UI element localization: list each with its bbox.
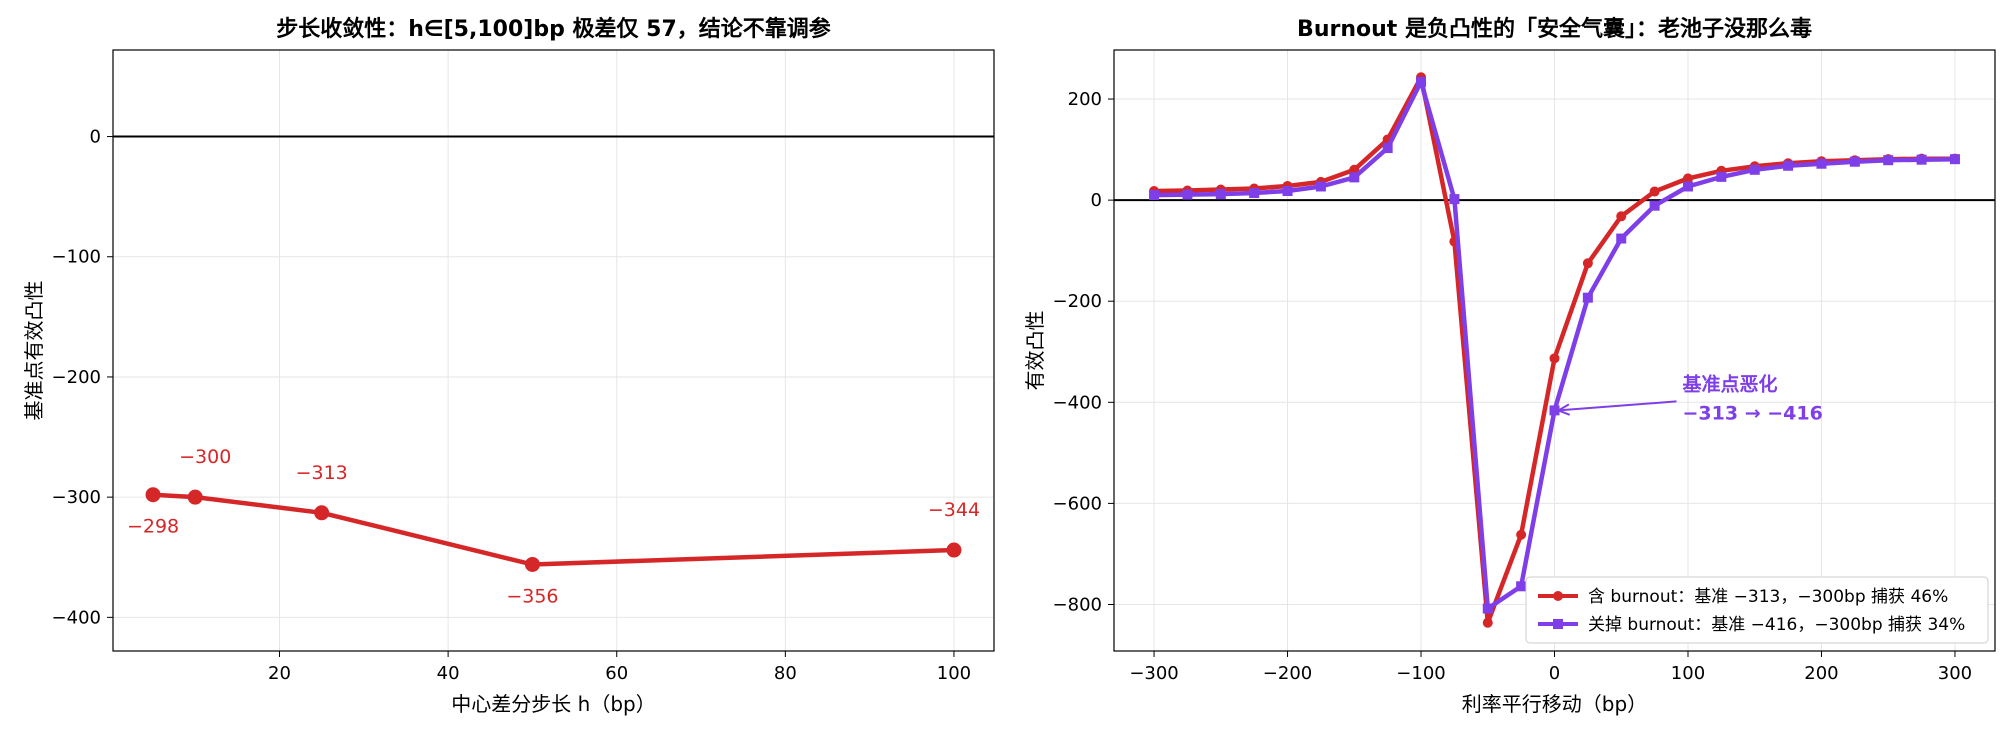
y-axis-ticks: 0 −100 −200 −300 −400	[52, 127, 113, 628]
data-point	[1215, 189, 1226, 200]
y-tick-label: −600	[1053, 493, 1102, 514]
data-point	[1416, 76, 1427, 87]
x-tick-label: −100	[1396, 663, 1445, 684]
data-point	[1382, 143, 1393, 154]
x-tick-label: 100	[1671, 663, 1705, 684]
data-point	[1783, 160, 1794, 171]
data-point	[1649, 186, 1660, 197]
y-axis-ticks: 200 0 −200 −400 −600 −800	[1053, 89, 1114, 615]
data-point	[1549, 353, 1560, 364]
x-axis-label: 利率平行移动（bp）	[1462, 692, 1647, 716]
y-tick-label: −300	[52, 487, 101, 508]
annotation: 基准点恶化 −313 → −416	[1556, 372, 1823, 424]
data-point	[1582, 258, 1593, 269]
data-label: −298	[127, 516, 179, 538]
annotation-line-1: 基准点恶化	[1682, 372, 1778, 395]
data-label: −356	[506, 585, 558, 607]
y-tick-label: 200	[1068, 89, 1102, 110]
y-axis-label: 有效凸性	[1023, 311, 1047, 391]
data-point	[187, 489, 203, 505]
annotation-line-2: −313 → −416	[1683, 402, 1823, 424]
data-point	[1449, 194, 1460, 205]
data-point	[145, 487, 161, 503]
legend-label: 含 burnout：基准 −313，−300bp 捕获 46%	[1588, 587, 1948, 607]
y-axis-label: 基准点有效凸性	[22, 281, 46, 421]
legend-swatch	[1538, 619, 1578, 629]
legend-item-with-burnout: 含 burnout：基准 −313，−300bp 捕获 46%	[1538, 587, 1948, 607]
convergence-chart: −298 −300 −313 −356 −344 20 40 60 80 100 0 −100 −2…	[22, 16, 995, 716]
data-point	[1649, 200, 1660, 211]
data-point	[1182, 189, 1193, 200]
x-tick-label: 0	[1549, 663, 1560, 684]
data-label: −300	[179, 446, 231, 468]
annotation-arrow	[1558, 400, 1677, 412]
data-point	[1516, 581, 1527, 592]
legend-swatch-marker	[1553, 619, 1563, 629]
data-point	[1682, 181, 1693, 192]
data-point	[314, 505, 330, 521]
x-tick-label: 300	[1938, 663, 1972, 684]
chart-title: 步长收敛性：h∈[5,100]bp 极差仅 57，结论不靠调参	[276, 16, 831, 42]
y-tick-label: −200	[1053, 291, 1102, 312]
data-point	[1149, 190, 1160, 201]
x-tick-label: 100	[937, 663, 971, 684]
data-point	[1616, 211, 1627, 222]
x-tick-label: 60	[605, 663, 628, 684]
data-point	[1616, 233, 1627, 244]
data-point	[1549, 405, 1560, 416]
legend-item-without-burnout: 关掉 burnout：基准 −416，−300bp 捕获 34%	[1538, 615, 1965, 635]
legend-swatch	[1538, 591, 1578, 601]
data-point	[1315, 181, 1326, 192]
chart-title: Burnout 是负凸性的「安全气囊」：老池子没那么毒	[1297, 16, 1812, 42]
axes-frame	[112, 49, 995, 652]
y-tick-label: −400	[52, 607, 101, 628]
data-point	[1482, 617, 1493, 628]
data-point	[1883, 155, 1894, 166]
legend-label: 关掉 burnout：基准 −416，−300bp 捕获 34%	[1588, 615, 1965, 635]
x-tick-label: 200	[1804, 663, 1838, 684]
data-point	[1516, 529, 1527, 540]
y-tick-label: 0	[1091, 190, 1102, 211]
plot-area: −298 −300 −313 −356 −344	[127, 446, 980, 607]
data-point	[1582, 292, 1593, 303]
x-tick-label: 20	[268, 663, 291, 684]
data-point	[1916, 154, 1927, 165]
y-tick-label: −400	[1053, 392, 1102, 413]
x-tick-label: 80	[774, 663, 797, 684]
data-point	[1816, 158, 1827, 169]
data-point	[1716, 171, 1727, 182]
x-axis-ticks: 20 40 60 80 100	[268, 651, 971, 684]
data-point	[1282, 186, 1293, 197]
x-axis-ticks: −300 −200 −100 0 100 200 300	[1129, 651, 1972, 684]
data-point	[524, 556, 540, 572]
data-point	[1849, 156, 1860, 167]
data-point	[1749, 164, 1760, 175]
y-tick-label: −200	[52, 367, 101, 388]
x-tick-label: −300	[1129, 663, 1178, 684]
burnout-chart: −300 −200 −100 0 100 200 300 200 0 −200 −400 −600 −…	[1023, 16, 1996, 716]
x-tick-label: 40	[437, 663, 460, 684]
legend-swatch-marker	[1553, 591, 1563, 601]
data-point	[946, 542, 962, 558]
x-tick-label: −200	[1263, 663, 1312, 684]
data-point	[1682, 173, 1693, 184]
annotation-arrowhead	[1556, 403, 1571, 416]
legend-box	[1525, 576, 1989, 644]
x-axis-label: 中心差分步长 h（bp）	[451, 692, 655, 716]
data-point	[1482, 603, 1493, 614]
data-point	[1949, 154, 1960, 165]
grid-lines	[1114, 50, 1995, 651]
y-tick-label: −800	[1053, 594, 1102, 615]
y-tick-label: −100	[52, 247, 101, 268]
data-point	[1249, 188, 1260, 199]
data-label: −344	[928, 499, 980, 521]
legend: 含 burnout：基准 −313，−300bp 捕获 46% 关掉 burno…	[1525, 576, 1989, 644]
plot-area	[1149, 72, 1960, 628]
data-label: −313	[296, 462, 348, 484]
y-tick-label: 0	[90, 127, 101, 148]
data-point	[1349, 172, 1360, 183]
